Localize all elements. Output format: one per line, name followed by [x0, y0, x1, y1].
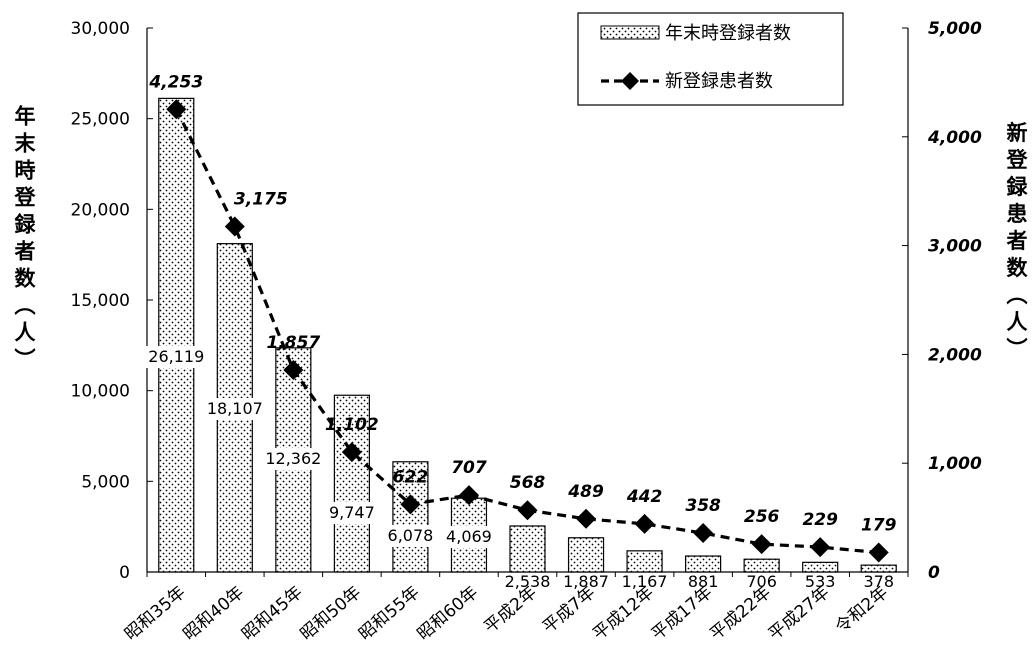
x-tick-label: 平成12年 [589, 583, 658, 645]
bar [743, 558, 780, 573]
line-value-label: 3,175 [234, 190, 288, 210]
bar-label-bg [381, 525, 440, 547]
bar [333, 394, 370, 573]
line-point [224, 216, 245, 237]
bar-value-label: 881 [688, 572, 719, 591]
bar [802, 561, 839, 573]
x-tick-label: 昭和35年 [121, 583, 190, 645]
bar-value-label: 4,069 [446, 527, 492, 546]
bar-label-bg [142, 346, 211, 368]
x-tick-label: 昭和60年 [414, 583, 483, 645]
bar-value-label: 2,538 [505, 572, 551, 591]
bar-value-label: 12,362 [265, 449, 321, 468]
line-point [868, 542, 889, 563]
y-tick-label: 20,000 [71, 200, 130, 220]
line-value-label: 358 [685, 496, 721, 516]
y-axis-title: 年末時登録者数（人） [12, 104, 37, 375]
x-tick-label: 平成27年 [765, 583, 834, 645]
x-tick-label: 平成22年 [706, 583, 775, 645]
x-tick-label: 令和2年 [832, 583, 892, 638]
bar-value-label: 706 [746, 572, 777, 591]
bar [685, 555, 722, 573]
x-tick-label: 昭和40年 [180, 583, 249, 645]
legend-line-label: 新登録患者数 [665, 71, 773, 92]
bar-label-bg [439, 526, 498, 548]
line-point [341, 442, 362, 463]
line-value-label: 1,857 [266, 333, 320, 353]
bar-value-label: 1,167 [622, 572, 668, 591]
line-value-label: 622 [393, 467, 429, 487]
line-point [576, 508, 597, 529]
line-point [634, 513, 655, 534]
bar-value-label: 26,119 [148, 347, 204, 366]
line-point [810, 537, 831, 558]
line-value-label: 442 [626, 487, 663, 507]
line-point [400, 494, 421, 515]
y-tick-label: 15,000 [71, 291, 130, 311]
line-point [517, 500, 538, 521]
bar-value-label: 533 [805, 572, 836, 591]
y2-tick-label: 2,000 [928, 345, 982, 365]
y2-tick-label: 1,000 [928, 454, 982, 474]
bar-label-bg [259, 448, 328, 470]
y2-tick-label: 4,000 [927, 128, 982, 148]
y2-tick-label: 3,000 [928, 237, 982, 257]
bar-value-label: 378 [863, 572, 894, 591]
y-tick-label: 30,000 [71, 19, 130, 39]
bar-value-label: 6,078 [388, 526, 434, 545]
line-point [458, 485, 479, 506]
x-tick-label: 昭和50年 [297, 583, 366, 645]
line-point [283, 359, 304, 380]
bar-label-bg [322, 502, 381, 524]
line-point [693, 523, 714, 544]
line-value-label: 568 [510, 473, 546, 493]
line-point [751, 534, 772, 555]
legend-line-marker [621, 72, 639, 90]
x-tick-label: 平成17年 [648, 583, 717, 645]
y-tick-label: 0 [119, 563, 130, 583]
line-value-label: 707 [451, 458, 487, 478]
line-value-label: 256 [744, 507, 780, 527]
line-value-label: 4,253 [148, 72, 203, 92]
bar [509, 525, 546, 573]
line-value-label: 1,102 [325, 415, 379, 435]
line-point [166, 99, 187, 120]
bar-value-label: 1,887 [563, 572, 609, 591]
y2-axis-title: 新登録患者数（人） [1004, 121, 1029, 365]
y-tick-label: 25,000 [71, 110, 130, 130]
y2-tick-label: 5,000 [928, 19, 982, 39]
bar [567, 537, 605, 573]
bar [626, 550, 663, 573]
bar [392, 461, 429, 573]
y-tick-label: 10,000 [71, 382, 130, 402]
x-tick-label: 昭和45年 [238, 583, 307, 645]
y2-tick-label: 0 [928, 563, 940, 583]
x-tick-label: 昭和55年 [355, 583, 424, 645]
bar-value-label: 9,747 [329, 503, 375, 522]
bar [860, 564, 897, 573]
legend-bar-swatch [600, 25, 660, 40]
bar-label-bg [200, 398, 269, 420]
legend-bar-label: 年末時登録者数 [665, 23, 791, 44]
bar [158, 97, 195, 573]
line-value-label: 229 [802, 510, 838, 530]
y-tick-label: 5,000 [81, 472, 130, 492]
bar-value-label: 18,107 [207, 399, 263, 418]
line-value-label: 489 [567, 482, 604, 502]
line-value-label: 179 [861, 516, 897, 536]
